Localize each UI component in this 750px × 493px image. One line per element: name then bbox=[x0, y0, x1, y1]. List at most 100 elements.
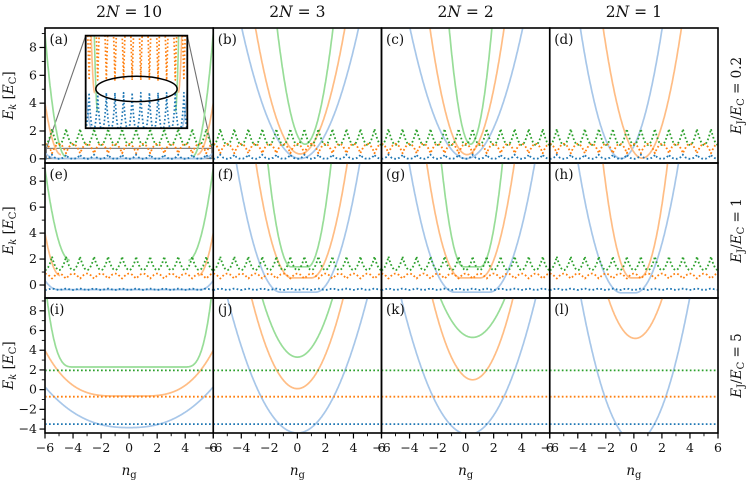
x-tick-label: 0 bbox=[630, 440, 638, 455]
x-axis-label: ng bbox=[122, 463, 138, 481]
x-tick-label: 6 bbox=[209, 440, 217, 455]
panel-letter: (a) bbox=[50, 32, 69, 48]
panel-b: (b) bbox=[212, 27, 383, 164]
band-orange bbox=[550, 272, 718, 280]
y-tick-label: 8 bbox=[29, 173, 37, 188]
solid-curve-orange bbox=[602, 28, 683, 159]
x-tick-label: 4 bbox=[518, 440, 526, 455]
panel-j: (j) bbox=[212, 297, 383, 434]
row-label: EJ/EC = 5 bbox=[729, 333, 747, 398]
inset-gap-ellipse bbox=[95, 75, 178, 103]
y-axis-label: Ek [EC] bbox=[1, 341, 19, 390]
solid-curve-orange bbox=[602, 163, 669, 279]
inset-border bbox=[84, 34, 189, 130]
solid-curve-orange bbox=[425, 163, 516, 279]
x-tick-label: −6 bbox=[204, 440, 222, 455]
panel-letter: (f) bbox=[218, 167, 234, 183]
solid-curve-green bbox=[46, 298, 212, 368]
inset-solid-orange bbox=[90, 35, 183, 94]
y-tick-label: −4 bbox=[19, 421, 37, 436]
panel-i: (i) bbox=[44, 297, 215, 434]
y-tick-label: 4 bbox=[29, 225, 37, 240]
y-tick-label: 4 bbox=[29, 342, 37, 357]
solid-curve-blue bbox=[580, 298, 691, 433]
panel-border bbox=[548, 297, 719, 434]
x-tick-label: −2 bbox=[428, 440, 446, 455]
solid-curve-orange bbox=[250, 298, 344, 390]
band-orange bbox=[45, 272, 213, 280]
x-tick-label: 6 bbox=[378, 440, 386, 455]
panel-letter: (d) bbox=[554, 32, 573, 48]
inset-source-rect bbox=[45, 147, 213, 160]
x-tick-label: 2 bbox=[658, 440, 666, 455]
panel-l: (l) bbox=[548, 297, 719, 434]
band-orange bbox=[382, 272, 549, 280]
solid-curve-blue bbox=[408, 163, 536, 294]
solid-curve-orange bbox=[254, 28, 346, 155]
y-axis-label: Ek [EC] bbox=[1, 71, 19, 120]
solid-curve-orange bbox=[431, 298, 514, 381]
band-green bbox=[382, 128, 549, 146]
solid-curve-blue bbox=[45, 386, 213, 429]
x-tick-label: 0 bbox=[125, 440, 133, 455]
band-orange bbox=[214, 272, 381, 280]
solid-curve-blue bbox=[579, 28, 663, 160]
panel-letter: (j) bbox=[218, 302, 233, 318]
panel-g: (g) bbox=[380, 162, 551, 299]
band-green bbox=[550, 255, 718, 271]
x-tick-label: −4 bbox=[400, 440, 418, 455]
x-tick-label: −6 bbox=[541, 440, 559, 455]
x-tick-label: 0 bbox=[293, 440, 301, 455]
band-green bbox=[214, 128, 381, 146]
x-tick-label: −2 bbox=[92, 440, 110, 455]
solid-curve-orange bbox=[607, 298, 664, 340]
y-tick-label: 2 bbox=[29, 251, 37, 266]
solid-curve-green bbox=[439, 298, 506, 339]
panel-c: (c) bbox=[380, 27, 551, 164]
panel-letter: (l) bbox=[554, 302, 569, 318]
x-tick-label: −4 bbox=[232, 440, 250, 455]
band-blue bbox=[214, 153, 381, 160]
solid-curve-blue bbox=[235, 163, 361, 294]
panel-letter: (g) bbox=[386, 167, 405, 183]
solid-curve-blue bbox=[226, 298, 369, 433]
band-orange bbox=[550, 142, 718, 155]
row-label: EJ/EC = 1 bbox=[729, 198, 747, 263]
column-title: 2N = 2 bbox=[438, 3, 494, 21]
band-green bbox=[45, 128, 213, 146]
y-tick-label: 6 bbox=[29, 67, 37, 82]
y-tick-label: 2 bbox=[29, 123, 37, 138]
solid-curve-orange bbox=[255, 163, 349, 279]
band-green bbox=[550, 128, 718, 146]
x-axis-label: ng bbox=[290, 463, 306, 481]
y-tick-label: 6 bbox=[29, 323, 37, 338]
band-blue bbox=[382, 287, 549, 291]
solid-curve-green bbox=[45, 168, 213, 262]
x-tick-label: 2 bbox=[153, 440, 161, 455]
x-tick-label: 6 bbox=[546, 440, 554, 455]
y-tick-label: 0 bbox=[29, 277, 37, 292]
solid-curve-orange bbox=[429, 28, 505, 156]
solid-curve-green bbox=[261, 298, 334, 358]
panel-letter: (e) bbox=[50, 167, 69, 183]
solid-curve-green bbox=[45, 33, 213, 158]
x-tick-label: −2 bbox=[260, 440, 278, 455]
panel-f: (f) bbox=[212, 162, 383, 299]
solid-curve-orange bbox=[45, 349, 213, 397]
panel-border bbox=[44, 162, 215, 299]
panel-a: (a) bbox=[44, 27, 215, 164]
x-tick-label: 4 bbox=[686, 440, 694, 455]
panel-letter: (i) bbox=[50, 302, 65, 318]
y-tick-label: 0 bbox=[29, 151, 37, 166]
y-tick-label: 8 bbox=[29, 303, 37, 318]
x-tick-label: −6 bbox=[372, 440, 390, 455]
band-orange bbox=[45, 142, 213, 155]
band-green bbox=[214, 255, 381, 271]
x-tick-label: 2 bbox=[321, 440, 329, 455]
column-title: 2N = 3 bbox=[269, 3, 325, 21]
x-tick-label: 2 bbox=[490, 440, 498, 455]
row-label: EJ/EC = 0.2 bbox=[729, 57, 747, 135]
column-title: 2N = 10 bbox=[96, 3, 162, 21]
y-tick-label: 6 bbox=[29, 199, 37, 214]
